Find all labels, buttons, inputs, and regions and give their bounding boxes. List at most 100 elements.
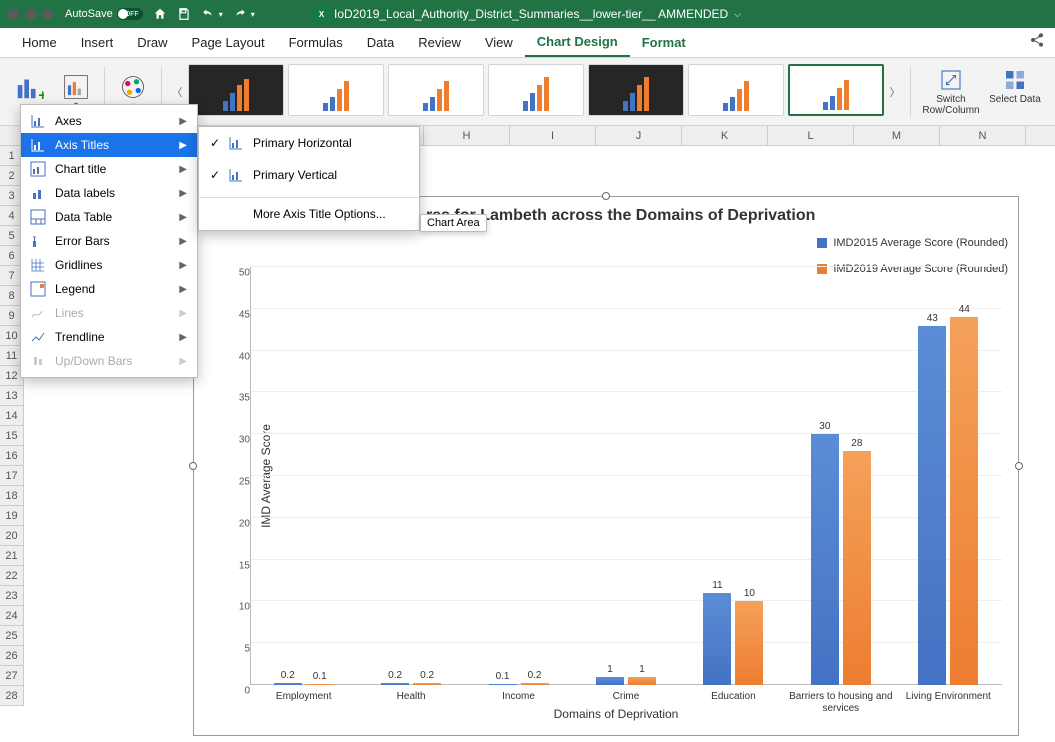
tab-review[interactable]: Review [406,28,473,57]
bar-series2[interactable] [735,601,763,685]
row-header[interactable]: 22 [0,566,23,586]
style-thumb-2[interactable] [288,64,384,116]
col-I[interactable]: I [510,126,596,145]
bar-label: 0.2 [420,670,434,681]
quick-access: ▾ ▾ [153,7,255,21]
zoom-dot[interactable] [42,9,53,20]
title-caret[interactable]: ⌵ [734,9,741,20]
col-N[interactable]: N [940,126,1026,145]
gallery-next[interactable]: 〉 [888,67,902,117]
axis-titles-submenu: ✓Primary Horizontal ✓Primary Vertical Mo… [198,126,420,231]
style-thumb-7[interactable] [788,64,884,116]
row-header[interactable]: 20 [0,526,23,546]
y-tick: 10 [226,602,250,613]
undo-caret[interactable]: ▾ [219,10,223,19]
undo-icon[interactable] [201,7,215,21]
resize-handle-e[interactable] [1015,462,1023,470]
row-header[interactable]: 28 [0,686,23,706]
embedded-chart[interactable]: Scores for Lambeth across the Domains of… [193,196,1019,736]
menu-error-bars[interactable]: Error Bars▶ [21,229,197,253]
save-icon[interactable] [177,7,191,21]
tab-format[interactable]: Format [630,28,698,57]
tab-home[interactable]: Home [10,28,69,57]
submenu-primary-vertical[interactable]: ✓Primary Vertical [199,163,419,187]
row-header[interactable]: 23 [0,586,23,606]
style-thumb-6[interactable] [688,64,784,116]
bar-label: 10 [744,588,755,599]
y-tick: 15 [226,560,250,571]
bar-label: 43 [927,313,938,324]
tab-insert[interactable]: Insert [69,28,126,57]
resize-handle-w[interactable] [189,462,197,470]
minimize-dot[interactable] [25,9,36,20]
bar-series2[interactable] [950,317,978,685]
bar-label: 44 [959,304,970,315]
bar-series2[interactable] [843,451,871,685]
row-header[interactable]: 18 [0,486,23,506]
tab-draw[interactable]: Draw [125,28,179,57]
menu-lines: Lines▶ [21,301,197,325]
row-header[interactable]: 25 [0,626,23,646]
category: 11Crime [572,267,679,685]
share-icon[interactable] [1029,32,1045,53]
plot-area[interactable]: IMD Average Score Domains of Deprivation… [230,267,1002,685]
toggle-switch[interactable]: OFF [117,8,143,20]
resize-handle-n[interactable] [602,192,610,200]
row-header[interactable]: 14 [0,406,23,426]
bar-series1[interactable] [703,593,731,685]
submenu-primary-horizontal[interactable]: ✓Primary Horizontal [199,131,419,155]
col-J[interactable]: J [596,126,682,145]
autosave-toggle[interactable]: AutoSave OFF [65,8,143,20]
menu-axis-titles[interactable]: Axis Titles▶ [21,133,197,157]
submenu-more-options[interactable]: More Axis Title Options... [199,202,419,226]
redo-icon[interactable] [233,7,247,21]
category-label: Education [680,685,787,703]
tab-page-layout[interactable]: Page Layout [180,28,277,57]
tab-view[interactable]: View [473,28,525,57]
row-header[interactable]: 16 [0,446,23,466]
row-header[interactable]: 17 [0,466,23,486]
menu-trendline[interactable]: Trendline▶ [21,325,197,349]
close-dot[interactable] [8,9,19,20]
add-element-menu: Axes▶ Axis Titles▶ Chart title▶ Data lab… [20,104,198,378]
col-M[interactable]: M [854,126,940,145]
redo-caret[interactable]: ▾ [251,10,255,19]
row-header[interactable]: 21 [0,546,23,566]
y-tick: 35 [226,393,250,404]
menu-data-table[interactable]: Data Table▶ [21,205,197,229]
style-thumb-5[interactable] [588,64,684,116]
y-tick: 40 [226,351,250,362]
style-thumb-1[interactable] [188,64,284,116]
bar-series1[interactable] [811,434,839,685]
row-header[interactable]: 19 [0,506,23,526]
bar-label: 0.2 [281,670,295,681]
select-data-button[interactable]: Select Data [987,68,1043,105]
row-header[interactable]: 13 [0,386,23,406]
row-header[interactable]: 15 [0,426,23,446]
menu-gridlines[interactable]: Gridlines▶ [21,253,197,277]
home-icon[interactable] [153,7,167,21]
style-thumb-4[interactable] [488,64,584,116]
tab-data[interactable]: Data [355,28,406,57]
menu-data-labels[interactable]: Data labels▶ [21,181,197,205]
x-axis-title[interactable]: Domains of Deprivation [554,707,679,721]
style-thumb-3[interactable] [388,64,484,116]
row-header[interactable]: 24 [0,606,23,626]
menu-legend[interactable]: Legend▶ [21,277,197,301]
menu-axes[interactable]: Axes▶ [21,109,197,133]
bar-series1[interactable] [918,326,946,685]
tab-formulas[interactable]: Formulas [277,28,355,57]
menu-updown-bars: Up/Down Bars▶ [21,349,197,373]
chart-area-tooltip: Chart Area [420,214,487,232]
menu-chart-title[interactable]: Chart title▶ [21,157,197,181]
bar-series2[interactable] [628,677,656,685]
category-label: Barriers to housing and services [787,685,894,715]
row-header[interactable]: 27 [0,666,23,686]
bar-series1[interactable] [596,677,624,685]
switch-row-column-button[interactable]: Switch Row/Column [923,68,979,116]
col-H[interactable]: H [424,126,510,145]
col-K[interactable]: K [682,126,768,145]
row-header[interactable]: 26 [0,646,23,666]
tab-chart-design[interactable]: Chart Design [525,28,630,57]
col-L[interactable]: L [768,126,854,145]
